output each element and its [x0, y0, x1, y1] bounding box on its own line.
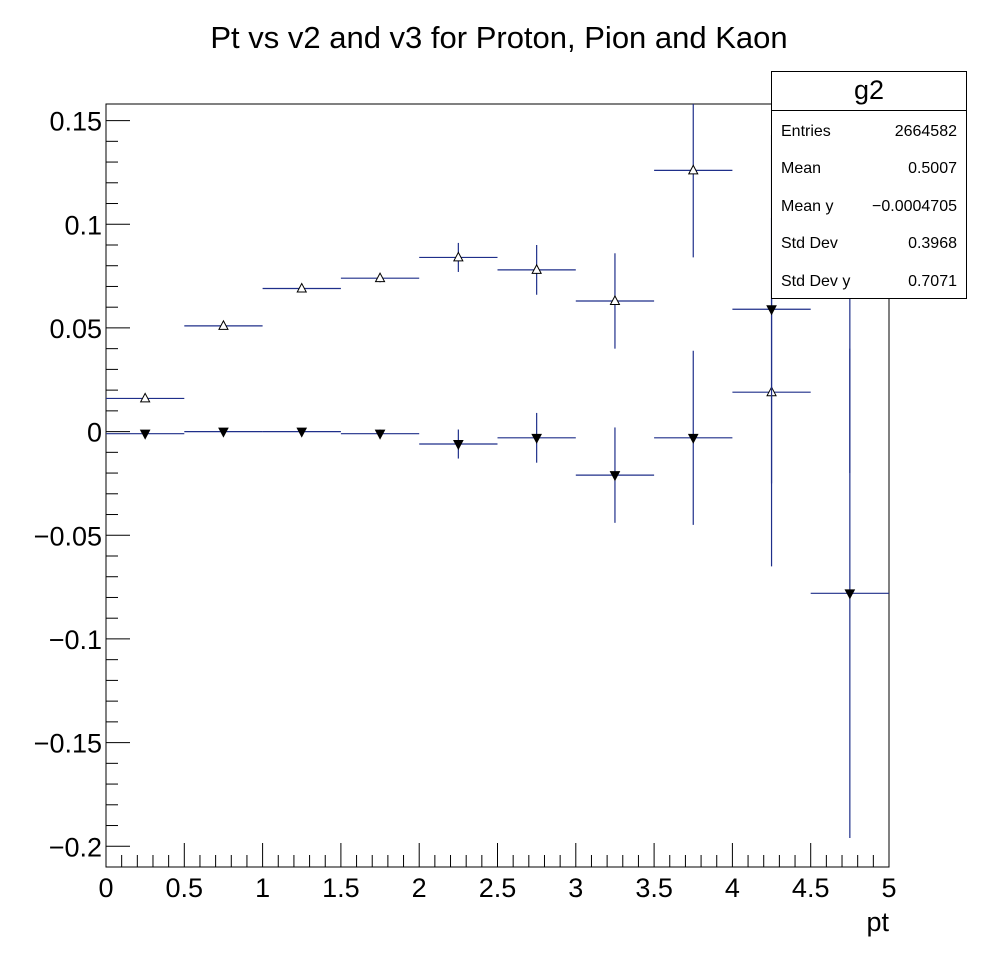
stats-value: 0.5007	[908, 160, 957, 178]
y-tick-label: −0.05	[34, 521, 102, 551]
stats-value: −0.0004705	[872, 197, 957, 215]
data-point	[374, 272, 386, 283]
y-tick-label: −0.2	[49, 832, 102, 862]
data-point	[766, 305, 777, 316]
stats-label: Mean y	[781, 197, 834, 215]
stats-value: 0.7071	[908, 272, 957, 290]
data-point	[139, 429, 151, 440]
data-point	[687, 433, 699, 444]
x-tick-label: 4	[725, 873, 740, 903]
data-point	[609, 294, 621, 305]
y-tick-label: 0.1	[64, 210, 102, 240]
x-tick-label: 2	[412, 873, 427, 903]
data-point	[218, 319, 229, 330]
x-tick-label: 0	[98, 873, 113, 903]
stats-label: Std Dev y	[781, 272, 851, 290]
data-point	[453, 440, 464, 451]
y-axis: 0.15 0.1 0.05 0 −0.05 −0.1 −0.15 −0.2	[34, 107, 130, 868]
data-point	[531, 433, 542, 444]
stats-label: Entries	[781, 123, 831, 140]
stats-row-std-dev-y: Std Dev y 0.7071	[772, 261, 966, 298]
plot-frame	[105, 103, 890, 868]
x-tick-label: 1.5	[322, 873, 360, 903]
y-tick-label: 0.05	[49, 314, 102, 344]
x-tick-label: 3.5	[635, 873, 673, 903]
stats-value: 2664582	[894, 123, 957, 140]
data-point	[453, 251, 464, 262]
data-point	[296, 427, 308, 438]
x-tick-label: 1	[255, 873, 270, 903]
data-point	[844, 589, 856, 600]
x-tick-label: 5	[881, 873, 896, 903]
stats-label: Mean	[781, 160, 822, 178]
data-point	[531, 263, 542, 274]
stats-row-entries: Entries 2664582	[772, 111, 966, 148]
stats-value: 0.3968	[908, 235, 957, 253]
x-axis-label: pt	[866, 907, 889, 937]
data-point	[687, 164, 699, 175]
y-tick-label: −0.1	[49, 625, 102, 655]
x-tick-label: 0.5	[166, 873, 204, 903]
data-point	[218, 427, 229, 438]
y-tick-label: 0.15	[49, 107, 102, 137]
data-point	[296, 282, 308, 293]
chart-title: Pt vs v2 and v3 for Proton, Pion and Kao…	[210, 20, 788, 55]
stats-row-mean: Mean 0.5007	[772, 148, 966, 185]
x-tick-label: 2.5	[479, 873, 517, 903]
data-point	[139, 392, 151, 403]
stats-label: Std Dev	[781, 235, 838, 253]
y-tick-label: −0.15	[34, 729, 102, 759]
data-point	[609, 471, 621, 482]
stats-box: g2 Entries 2664582 Mean 0.5007 Mean y −0…	[771, 71, 967, 299]
y-tick-label: 0	[87, 418, 102, 448]
stats-box-title: g2	[772, 72, 966, 111]
stats-row-std-dev: Std Dev 0.3968	[772, 223, 966, 260]
stats-row-mean-y: Mean y −0.0004705	[772, 186, 966, 223]
data-point	[374, 429, 386, 440]
x-tick-label: 3	[568, 873, 583, 903]
x-tick-label: 4.5	[792, 873, 830, 903]
x-axis: 0 0.5 1 1.5 2 2.5 3 3.5 4 4.5 5	[98, 843, 897, 903]
